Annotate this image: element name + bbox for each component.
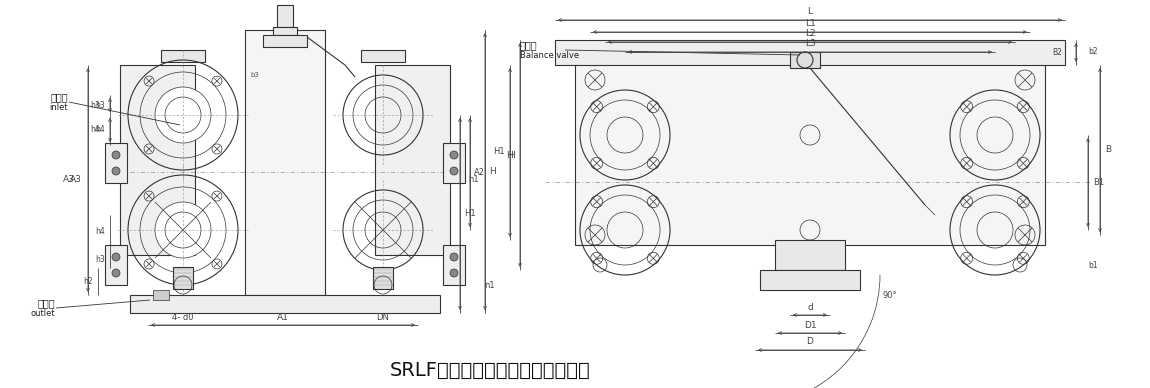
- Text: b3: b3: [251, 72, 260, 78]
- Circle shape: [112, 167, 120, 175]
- Text: n1: n1: [484, 281, 494, 289]
- Text: A3: A3: [70, 175, 82, 185]
- Bar: [130, 295, 440, 313]
- Circle shape: [450, 253, 458, 261]
- Text: 90°: 90°: [883, 291, 897, 300]
- Circle shape: [112, 151, 120, 159]
- Text: L: L: [807, 7, 813, 17]
- Text: h4: h4: [95, 125, 105, 135]
- Bar: [105, 245, 126, 285]
- Text: D1: D1: [804, 320, 816, 329]
- Bar: [277, 5, 293, 27]
- Text: H1: H1: [463, 210, 476, 218]
- Text: B: B: [1105, 146, 1111, 154]
- Text: inlet: inlet: [49, 102, 68, 111]
- Text: DN: DN: [376, 312, 390, 322]
- Text: b1: b1: [1088, 260, 1097, 270]
- Circle shape: [112, 269, 120, 277]
- Bar: [153, 290, 169, 300]
- Text: H: H: [489, 167, 496, 176]
- Text: h1: h1: [468, 175, 478, 185]
- Text: D: D: [806, 338, 813, 346]
- Text: h3: h3: [95, 255, 105, 263]
- Bar: [161, 50, 205, 62]
- Text: H: H: [506, 151, 513, 159]
- Text: L1: L1: [805, 19, 815, 28]
- Text: B2: B2: [1052, 48, 1061, 57]
- Text: h2: h2: [84, 277, 93, 286]
- Text: 4- d0: 4- d0: [172, 312, 193, 322]
- Bar: [245, 30, 325, 295]
- Bar: [760, 270, 860, 290]
- Bar: [790, 52, 820, 68]
- Text: 平衡閥: 平衡閥: [520, 40, 538, 50]
- Text: H1: H1: [493, 147, 505, 156]
- Bar: [120, 65, 196, 255]
- Text: 進油口: 進油口: [51, 92, 68, 102]
- Text: outlet: outlet: [30, 308, 55, 317]
- Text: Balance valve: Balance valve: [520, 50, 580, 59]
- Circle shape: [112, 253, 120, 261]
- Text: d: d: [807, 303, 813, 312]
- Bar: [775, 240, 845, 270]
- Circle shape: [450, 269, 458, 277]
- Circle shape: [155, 202, 210, 258]
- Bar: [172, 267, 193, 289]
- Circle shape: [450, 167, 458, 175]
- Circle shape: [450, 151, 458, 159]
- Bar: [555, 40, 1065, 65]
- Bar: [273, 27, 297, 35]
- Text: A1: A1: [277, 312, 289, 322]
- Bar: [105, 143, 126, 183]
- Bar: [263, 35, 307, 47]
- Text: SRLF系列安裝外形尺寸（可定制）: SRLF系列安裝外形尺寸（可定制）: [390, 360, 590, 379]
- Text: L3: L3: [805, 40, 815, 48]
- Text: H: H: [508, 151, 515, 159]
- Bar: [361, 50, 405, 62]
- Text: h3: h3: [90, 100, 100, 109]
- Text: B1: B1: [1092, 178, 1104, 187]
- Bar: [575, 55, 1045, 245]
- Text: h3: h3: [95, 100, 105, 109]
- Text: h4: h4: [90, 125, 100, 135]
- Text: L2: L2: [805, 29, 815, 38]
- Text: b2: b2: [1088, 47, 1097, 57]
- Bar: [443, 245, 465, 285]
- Bar: [375, 65, 450, 255]
- Text: A2: A2: [474, 168, 485, 177]
- Text: 出油口: 出油口: [37, 298, 55, 308]
- Text: A3: A3: [63, 175, 75, 185]
- Circle shape: [155, 87, 210, 143]
- Bar: [443, 143, 465, 183]
- Text: h4: h4: [95, 227, 105, 237]
- Bar: [373, 267, 393, 289]
